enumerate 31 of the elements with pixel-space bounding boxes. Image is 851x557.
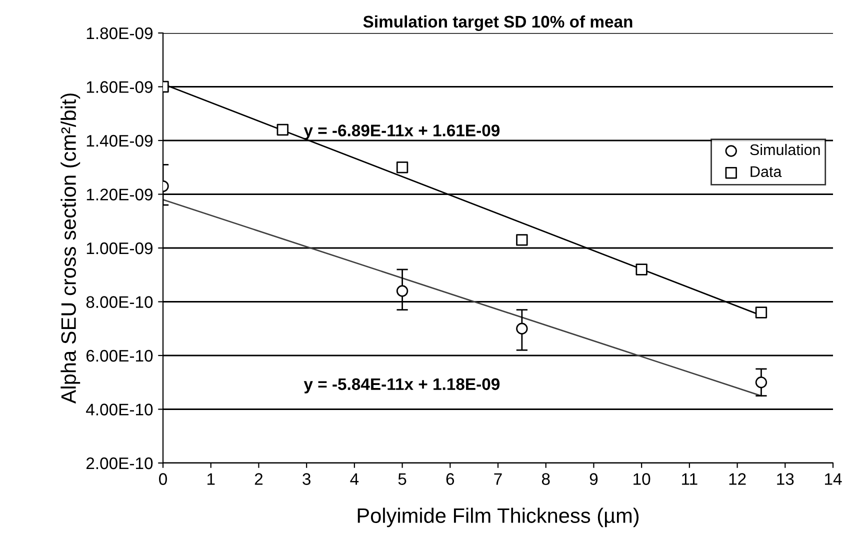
y-tick-label: 1.20E-09: [86, 188, 152, 200]
y-tick-label: 1.80E-09: [86, 27, 152, 40]
y-tick-label: 1.40E-09: [86, 134, 152, 147]
annotation: y = -5.84E-11x + 1.18E-09: [304, 378, 500, 394]
x-axis-title: Polyimide Film Thickness (µm): [358, 508, 639, 528]
y-tick-label: 8.00E-10: [86, 296, 153, 308]
y-tick-label: 4.00E-10: [86, 404, 153, 416]
x-tick-label: 6: [446, 473, 454, 485]
x-tick-label: 11: [682, 473, 698, 485]
x-tick-label: 14: [825, 473, 842, 485]
x-tick-label: 1: [207, 473, 215, 485]
x-tick-label: 4: [350, 473, 359, 485]
x-tick-label: 13: [777, 473, 794, 485]
y-tick-label: 1.60E-09: [86, 81, 152, 93]
x-tick-label: 10: [634, 473, 650, 485]
x-tick-label: 9: [590, 473, 598, 485]
y-tick-label: 1.00E-09: [86, 242, 152, 254]
x-tick-label: 2: [254, 473, 263, 485]
x-tick-label: 5: [398, 473, 406, 485]
y-tick-label: 2.00E-10: [86, 457, 153, 470]
x-tick-label: 8: [542, 473, 550, 485]
annotation: y = -6.89E-11x + 1.61E-09: [304, 124, 500, 140]
x-tick-label: 0: [159, 473, 167, 485]
y-axis-title: Alpha SEU cross section (cm²/bit): [60, 94, 80, 404]
x-tick-label: 3: [302, 473, 310, 485]
y-tick-label: 6.00E-10: [86, 350, 153, 362]
chart-title: Simulation target SD 10% of mean: [363, 15, 632, 31]
x-tick-label: 7: [494, 473, 502, 485]
legend-label: Simulation: [750, 144, 820, 156]
legend-label: Data: [750, 166, 782, 178]
x-tick-label: 12: [729, 473, 746, 485]
